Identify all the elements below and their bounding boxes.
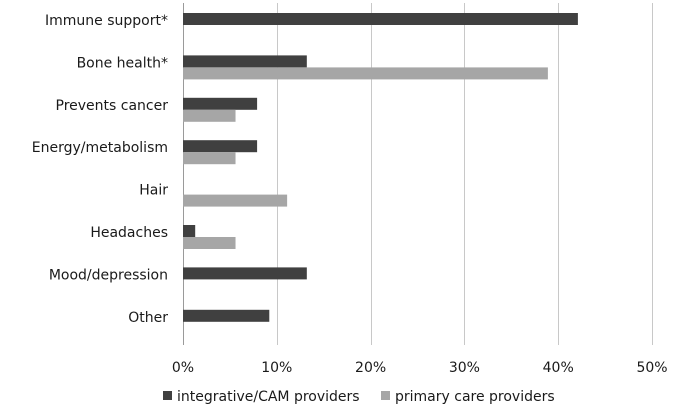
category-label: Other [128, 310, 168, 326]
bar-integrative [183, 309, 270, 322]
bar-integrative [183, 140, 258, 153]
bars [183, 13, 578, 322]
category-label: Mood/depression [49, 267, 168, 283]
legend-label: primary care providers [395, 389, 555, 405]
bar-integrative [183, 225, 196, 237]
bar-primary-care [183, 194, 288, 207]
category-label: Bone health* [77, 55, 168, 71]
bar-primary-care [183, 237, 236, 249]
bar-integrative [183, 97, 258, 110]
x-tick-label: 30% [449, 360, 480, 376]
x-tick-label: 50% [636, 360, 667, 376]
bar-integrative [183, 55, 307, 68]
x-tick-label: 0% [172, 360, 194, 376]
category-label: Headaches [90, 225, 168, 241]
bar-primary-care [183, 152, 236, 165]
x-tick-label: 10% [261, 360, 292, 376]
x-tick-label: 40% [543, 360, 574, 376]
gridlines [183, 3, 653, 345]
legend: integrative/CAM providers primary care pr… [163, 389, 555, 405]
x-tick-labels: 0% 10% 20% 30% 40% 50% [172, 360, 668, 376]
bar-primary-care [183, 67, 548, 80]
category-label: Prevents cancer [56, 98, 169, 114]
bar-integrative [183, 13, 578, 25]
bar-primary-care [183, 109, 236, 122]
category-label: Hair [139, 183, 168, 199]
category-label: Energy/metabolism [32, 140, 168, 156]
x-tick-label: 20% [355, 360, 386, 376]
legend-swatch [381, 391, 390, 400]
category-labels: Immune support* Bone health* Prevents canc… [32, 13, 168, 326]
bar-integrative [183, 267, 307, 280]
category-label: Immune support* [45, 13, 168, 29]
legend-label: integrative/CAM providers [177, 389, 360, 405]
legend-swatch [163, 391, 172, 400]
